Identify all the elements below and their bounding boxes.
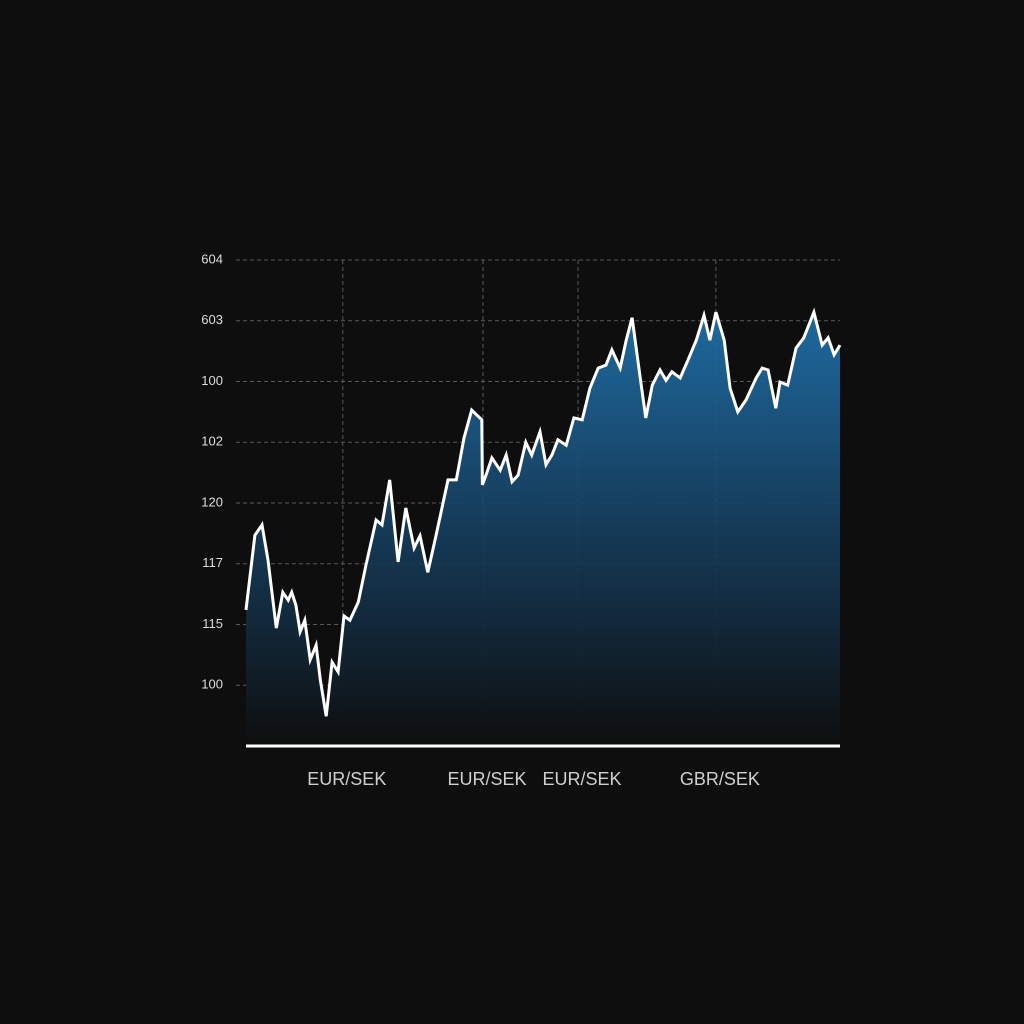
y-tick-label: 604	[201, 251, 223, 266]
x-tick-label: EUR/SEK	[543, 769, 622, 789]
x-tick-label: EUR/SEK	[447, 769, 526, 789]
y-tick-label: 100	[201, 373, 223, 388]
y-tick-label: 117	[202, 555, 223, 570]
area-fill	[246, 312, 840, 746]
y-tick-label: 120	[201, 494, 223, 509]
x-tick-label: EUR/SEK	[307, 769, 386, 789]
y-tick-label: 115	[202, 616, 223, 631]
y-tick-label: 100	[201, 677, 223, 692]
y-tick-label: 603	[201, 312, 223, 327]
price-line	[244, 307, 842, 717]
y-tick-label: 102	[201, 434, 223, 449]
x-tick-label: GBR/SEK	[680, 769, 760, 789]
